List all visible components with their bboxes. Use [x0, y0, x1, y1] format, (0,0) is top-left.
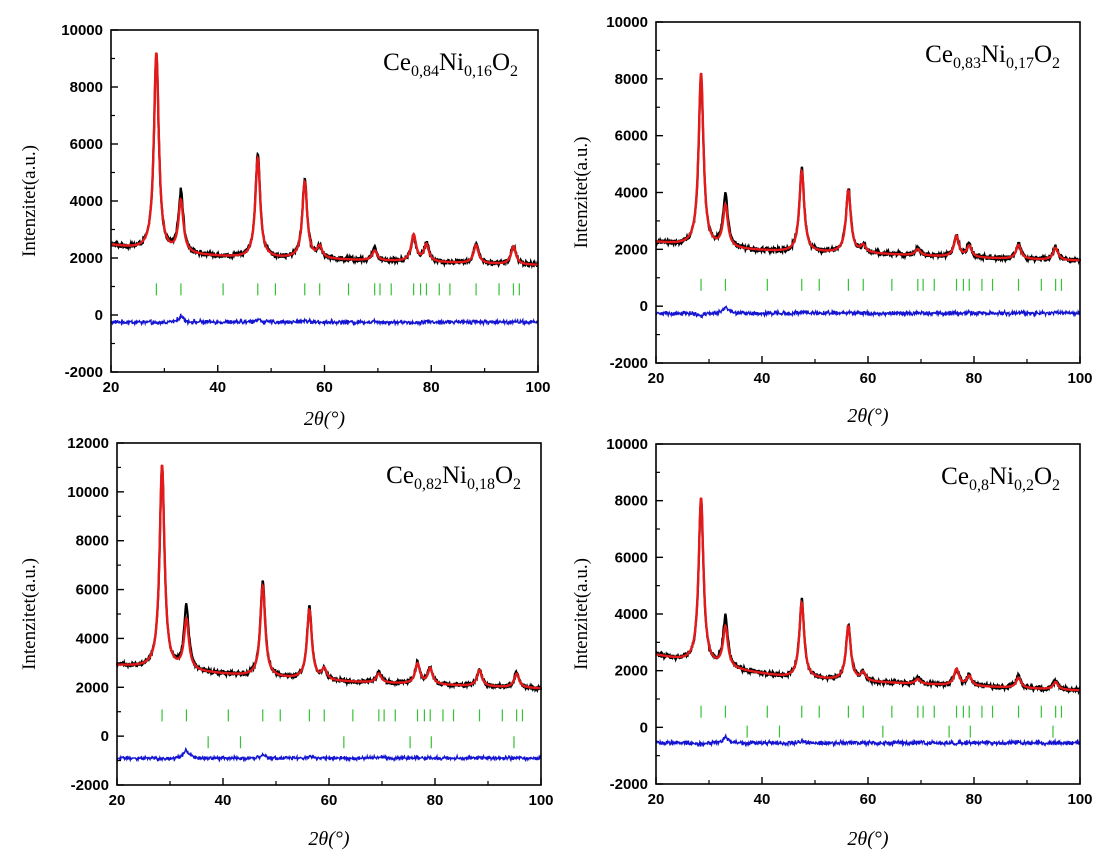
y-tick-label: 4000	[615, 185, 648, 202]
plot-frame	[116, 442, 542, 786]
x-tick-label: 100	[1067, 791, 1092, 808]
x-axis-title: 2θ(°)	[847, 828, 888, 850]
composition-label: Ce0,82Ni0,18O2	[386, 462, 521, 493]
x-tick-label: 100	[525, 379, 550, 396]
x-tick-label: 100	[1067, 370, 1092, 387]
x-tick-label: 20	[648, 791, 665, 808]
x-tick-label: 40	[754, 791, 771, 808]
y-tick-label: -2000	[610, 355, 648, 372]
y-tick-label: -2000	[65, 364, 103, 381]
observed-pattern-line	[655, 498, 1081, 696]
y-tick-label: 2000	[70, 250, 103, 267]
x-tick-label: 80	[423, 379, 440, 396]
composition-label: Ce0,84Ni0,16O2	[383, 49, 518, 80]
composition-label: Ce0,83Ni0,17O2	[925, 41, 1060, 72]
y-tick-label: 8000	[615, 493, 648, 510]
x-tick-label: 80	[966, 370, 983, 387]
y-tick-label: 4000	[70, 193, 103, 210]
y-axis-title: Intenzitet(a.u.)	[571, 558, 592, 670]
x-tick-label: 60	[860, 791, 877, 808]
y-tick-label: 8000	[615, 71, 648, 88]
x-tick-label: 100	[528, 792, 553, 809]
x-tick-label: 60	[860, 370, 877, 387]
y-tick-label: 0	[640, 298, 648, 315]
y-tick-label: 10000	[67, 484, 109, 501]
difference-line	[655, 733, 1081, 748]
calculated-pattern-line	[111, 52, 539, 266]
difference-line	[116, 746, 542, 763]
x-tick-label: 40	[209, 379, 226, 396]
x-tick-label: 20	[109, 792, 126, 809]
x-tick-label: 20	[103, 379, 120, 396]
y-tick-label: 8000	[76, 533, 109, 550]
y-tick-label: 0	[101, 728, 109, 745]
y-tick-label: 6000	[70, 136, 103, 153]
y-tick-label: 4000	[615, 606, 648, 623]
y-tick-label: 0	[95, 307, 103, 324]
y-tick-label: 6000	[76, 582, 109, 599]
x-tick-label: 80	[427, 792, 444, 809]
observed-pattern-line	[110, 53, 539, 270]
y-tick-label: -2000	[71, 777, 109, 794]
plot-frame	[655, 443, 1081, 785]
x-axis-title: 2θ(°)	[304, 408, 345, 430]
y-tick-label: 2000	[615, 241, 648, 258]
calculated-pattern-line	[117, 464, 541, 690]
x-tick-label: 60	[321, 792, 338, 809]
x-tick-label: 40	[215, 792, 232, 809]
chart-panel-3: -2000 0 2000 4000 6000 8000 10000 12000 20 40 60 80…	[19, 435, 554, 850]
chart-panel-2: -2000 0 2000 4000 6000 8000 10000 20 40 60 80 100 In…	[571, 14, 1093, 427]
calculated-pattern-line	[655, 497, 1080, 692]
y-tick-label: 12000	[67, 435, 109, 452]
composition-label: Ce0,8Ni0,2O2	[941, 463, 1060, 494]
x-tick-label: 80	[966, 791, 983, 808]
y-axis-title: Intenzitet(a.u.)	[571, 137, 592, 249]
x-tick-label: 40	[754, 370, 771, 387]
y-tick-label: 10000	[61, 22, 103, 39]
y-tick-label: 0	[640, 719, 648, 736]
y-tick-label: 6000	[615, 549, 648, 566]
calculated-pattern-line	[656, 72, 1080, 262]
y-tick-label: 4000	[76, 630, 109, 647]
y-tick-label: 8000	[70, 79, 103, 96]
y-tick-label: 2000	[76, 679, 109, 696]
x-axis-title: 2θ(°)	[847, 405, 888, 427]
y-tick-label: 10000	[606, 436, 648, 453]
difference-line	[655, 305, 1081, 320]
x-tick-label: 20	[648, 370, 665, 387]
x-axis-title: 2θ(°)	[308, 828, 349, 850]
x-tick-label: 60	[316, 379, 333, 396]
difference-line	[110, 313, 539, 327]
chart-panel-4: -2000 0 2000 4000 6000 8000 10000 20 40 60 80 100 In…	[571, 436, 1093, 850]
y-tick-label: 10000	[606, 14, 648, 31]
y-tick-label: 2000	[615, 663, 648, 680]
y-tick-label: 6000	[615, 128, 648, 145]
y-axis-title: Intenzitet(a.u.)	[19, 558, 40, 670]
chart-panel-1: -2000 0 2000 4000 6000 8000 10000 20 40 60 80 100 In…	[19, 22, 551, 430]
y-tick-label: -2000	[610, 776, 648, 793]
y-axis-title: Intenzitet(a.u.)	[19, 145, 40, 257]
